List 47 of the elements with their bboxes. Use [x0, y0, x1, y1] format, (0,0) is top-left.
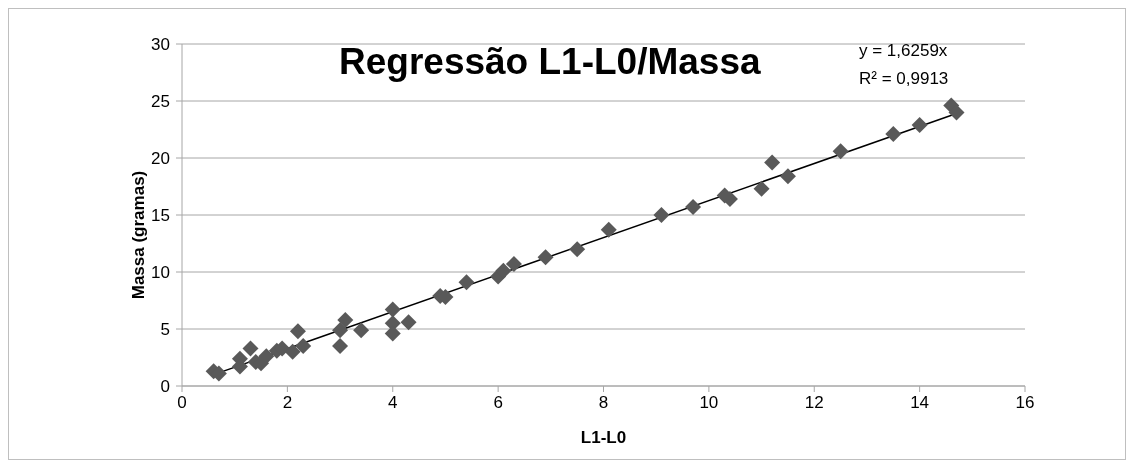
point: [400, 314, 417, 331]
y-tick-label: 15: [151, 206, 170, 226]
point: [242, 340, 259, 357]
point: [495, 262, 512, 279]
y-tick-label: 10: [151, 263, 170, 283]
point: [569, 241, 586, 258]
y-tick-label: 30: [151, 35, 170, 55]
point: [653, 207, 670, 223]
point: [753, 180, 770, 197]
x-tick-label: 2: [282, 393, 293, 413]
point: [384, 301, 401, 318]
x-tick-label: 0: [177, 393, 187, 413]
point: [289, 323, 306, 340]
point: [911, 116, 928, 133]
point: [332, 338, 349, 355]
point: [537, 249, 554, 266]
point: [458, 274, 475, 291]
point: [764, 154, 781, 171]
annotation: R² = 0,9913: [859, 68, 949, 90]
y-tick-label: 0: [160, 377, 170, 397]
x-tick-label: 10: [699, 393, 719, 413]
point: [284, 343, 301, 360]
point: [295, 338, 312, 355]
x-tick-label: 6: [493, 393, 503, 413]
x-tick-label: 8: [598, 393, 609, 413]
point: [948, 104, 965, 121]
y-tick-label: 20: [151, 149, 170, 169]
point: [685, 199, 702, 216]
point: [353, 322, 370, 339]
chart-title: Regressão L1-L0/Massa: [339, 41, 761, 83]
point: [505, 256, 522, 273]
point: [600, 221, 617, 238]
x-tick-label: 4: [388, 393, 398, 413]
point: [779, 168, 796, 185]
point: [337, 311, 354, 328]
point: [258, 348, 275, 365]
x-tick-label: 14: [910, 393, 930, 413]
x-tick-label: 16: [1015, 393, 1035, 413]
point: [832, 143, 849, 160]
y-tick-label: 25: [151, 92, 170, 112]
y-tick-label: 5: [160, 320, 170, 340]
x-tick-label: 12: [804, 393, 824, 413]
point: [885, 126, 902, 143]
x-axis-title: L1-L0: [579, 428, 628, 448]
y-axis-title: Massa (gramas): [129, 170, 149, 300]
annotation: y = 1,6259x: [859, 40, 949, 62]
point: [332, 322, 349, 339]
